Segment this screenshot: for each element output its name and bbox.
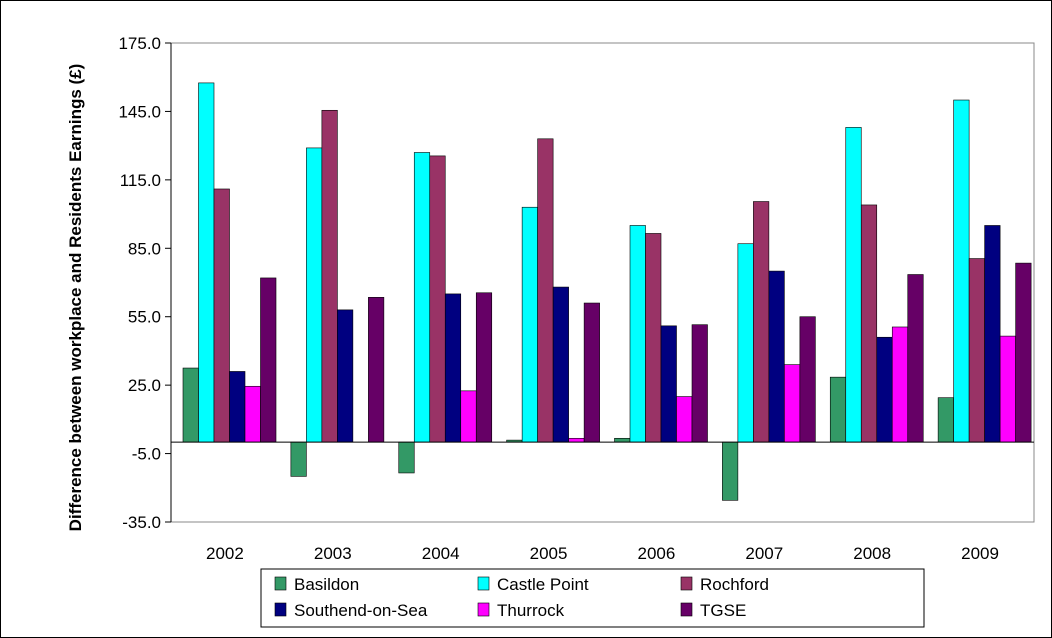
- x-tick-label: 2006: [638, 544, 676, 563]
- bar-castle-point-2006: [629, 225, 646, 443]
- bar-castle-point-2007: [737, 243, 754, 443]
- bar-tgse-2009: [1015, 262, 1032, 443]
- bar-rochford-2004: [429, 155, 446, 443]
- bar-southend-on-sea-2005: [552, 286, 569, 443]
- bar-castle-point-2004: [413, 152, 431, 443]
- bar-rochford-2007: [753, 201, 770, 443]
- bar-rochford-2009: [968, 258, 985, 443]
- bar-tgse-2007: [799, 316, 816, 443]
- bar-tgse-2004: [475, 292, 493, 443]
- x-tick-label: 2008: [853, 544, 891, 563]
- bar-southend-on-sea-2007: [768, 270, 785, 443]
- legend-swatch-castle-point: [477, 576, 490, 591]
- bar-thurrock-2006: [676, 396, 693, 443]
- y-axis-title: Difference between workplace and Residen…: [66, 64, 85, 532]
- bar-southend-on-sea-2006: [660, 325, 677, 443]
- bar-southend-on-sea-2009: [984, 225, 1001, 443]
- bar-castle-point-2003: [306, 147, 323, 443]
- x-tick-label: 2005: [530, 544, 568, 563]
- bar-thurrock-2004: [460, 390, 477, 443]
- y-tick-label: 115.0: [120, 171, 161, 190]
- y-tick-label: -35.0: [122, 513, 161, 532]
- bar-basildon-2009: [937, 397, 954, 443]
- legend-label-thurrock: Thurrock: [497, 601, 565, 620]
- bar-basildon-2006: [614, 437, 631, 443]
- bar-southend-on-sea-2008: [876, 336, 893, 443]
- bar-basildon-2007: [722, 441, 739, 501]
- bar-castle-point-2008: [845, 127, 862, 443]
- x-tick-label: 2002: [206, 544, 244, 563]
- bar-thurrock-2007: [784, 364, 801, 443]
- bar-rochford-2008: [860, 204, 878, 443]
- bar-tgse-2005: [583, 302, 600, 443]
- bar-basildon-2002: [182, 367, 199, 443]
- y-tick-label: 55.0: [128, 308, 161, 327]
- bar-tgse-2008: [907, 274, 924, 443]
- x-tick-label: 2003: [314, 544, 352, 563]
- bar-southend-on-sea-2004: [444, 293, 462, 443]
- bar-tgse-2002: [260, 277, 277, 443]
- bar-thurrock-2009: [999, 335, 1016, 443]
- bar-castle-point-2009: [953, 99, 970, 443]
- bar-tgse-2003: [368, 297, 385, 443]
- bar-tgse-2006: [691, 324, 708, 443]
- bar-southend-on-sea-2003: [337, 309, 354, 443]
- y-tick-label: 25.0: [128, 376, 161, 395]
- legend-label-basildon: Basildon: [294, 575, 359, 594]
- legend-label-tgse: TGSE: [700, 601, 746, 620]
- bar-southend-on-sea-2002: [229, 371, 246, 443]
- legend-label-rochford: Rochford: [700, 575, 769, 594]
- bar-castle-point-2005: [521, 206, 538, 443]
- x-tick-label: 2007: [745, 544, 783, 563]
- legend-swatch-thurrock: [477, 602, 490, 617]
- y-tick-label: -5.0: [132, 445, 161, 464]
- bar-castle-point-2002: [198, 82, 215, 443]
- legend-swatch-tgse: [680, 602, 693, 617]
- x-tick-label: 2009: [961, 544, 999, 563]
- y-tick-label: 85.0: [128, 239, 161, 258]
- y-tick-label: 175.0: [118, 34, 161, 53]
- legend-label-castle-point: Castle Point: [497, 575, 589, 594]
- legend-swatch-basildon: [274, 576, 287, 591]
- y-tick-label: 145.0: [118, 102, 161, 121]
- bar-rochford-2005: [537, 138, 554, 443]
- bar-rochford-2002: [213, 188, 230, 443]
- bar-thurrock-2008: [891, 326, 909, 443]
- bar-basildon-2008: [829, 376, 847, 443]
- legend-swatch-rochford: [680, 576, 693, 591]
- bar-thurrock-2002: [244, 385, 261, 443]
- bar-rochford-2006: [645, 233, 662, 443]
- bar-basildon-2003: [290, 441, 307, 477]
- bar-basildon-2004: [398, 441, 415, 474]
- legend-swatch-southend-on-sea: [274, 602, 287, 617]
- bar-rochford-2003: [321, 109, 338, 443]
- x-tick-label: 2004: [422, 544, 460, 563]
- legend-label-southend-on-sea: Southend-on-Sea: [294, 601, 428, 620]
- bar-thurrock-2005: [568, 437, 585, 443]
- legend: [260, 568, 925, 628]
